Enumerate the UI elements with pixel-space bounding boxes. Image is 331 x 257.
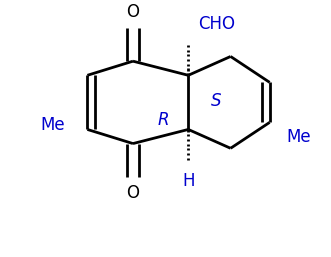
Text: O: O <box>126 183 139 201</box>
Text: CHO: CHO <box>198 15 235 33</box>
Text: O: O <box>126 3 139 21</box>
Text: Me: Me <box>286 127 310 145</box>
Text: Me: Me <box>40 116 65 134</box>
Text: R: R <box>157 111 169 129</box>
Text: H: H <box>182 172 195 190</box>
Text: S: S <box>211 92 221 110</box>
